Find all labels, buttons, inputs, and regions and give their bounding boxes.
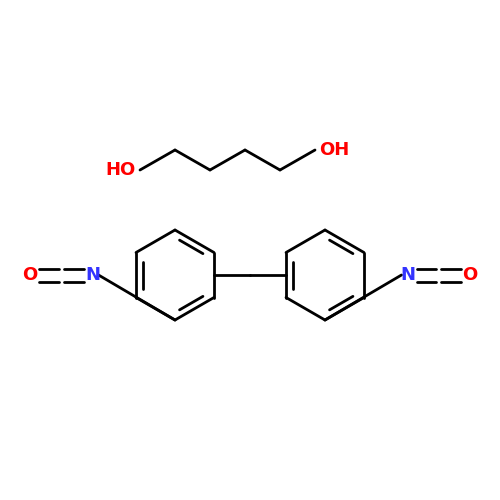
Text: O: O <box>22 266 38 284</box>
Text: HO: HO <box>106 161 136 179</box>
Text: OH: OH <box>319 141 349 159</box>
Text: N: N <box>400 266 415 284</box>
Text: O: O <box>462 266 477 284</box>
Text: N: N <box>85 266 100 284</box>
